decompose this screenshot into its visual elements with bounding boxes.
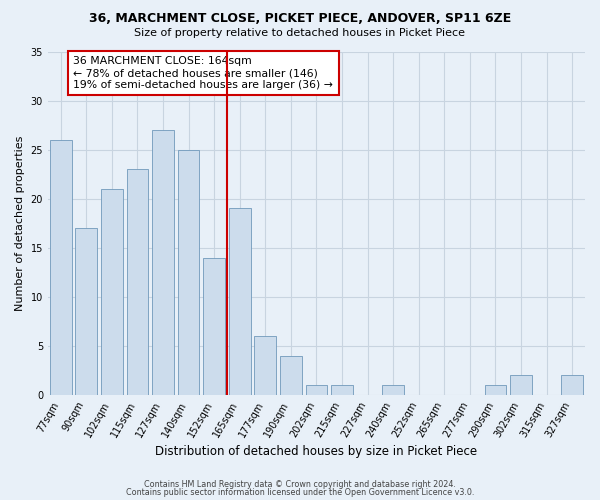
- Bar: [562, 376, 583, 395]
- Bar: [229, 208, 251, 395]
- Bar: [76, 228, 97, 395]
- Bar: [178, 150, 199, 395]
- X-axis label: Distribution of detached houses by size in Picket Piece: Distribution of detached houses by size …: [155, 444, 478, 458]
- Text: Contains public sector information licensed under the Open Government Licence v3: Contains public sector information licen…: [126, 488, 474, 497]
- Bar: [485, 385, 506, 395]
- Bar: [280, 356, 302, 395]
- Bar: [331, 385, 353, 395]
- Bar: [254, 336, 276, 395]
- Bar: [382, 385, 404, 395]
- Text: Contains HM Land Registry data © Crown copyright and database right 2024.: Contains HM Land Registry data © Crown c…: [144, 480, 456, 489]
- Bar: [510, 376, 532, 395]
- Bar: [203, 258, 225, 395]
- Bar: [50, 140, 71, 395]
- Bar: [101, 189, 123, 395]
- Text: 36 MARCHMENT CLOSE: 164sqm
← 78% of detached houses are smaller (146)
19% of sem: 36 MARCHMENT CLOSE: 164sqm ← 78% of deta…: [73, 56, 334, 90]
- Bar: [152, 130, 174, 395]
- Bar: [127, 169, 148, 395]
- Y-axis label: Number of detached properties: Number of detached properties: [15, 136, 25, 311]
- Bar: [305, 385, 328, 395]
- Text: 36, MARCHMENT CLOSE, PICKET PIECE, ANDOVER, SP11 6ZE: 36, MARCHMENT CLOSE, PICKET PIECE, ANDOV…: [89, 12, 511, 26]
- Text: Size of property relative to detached houses in Picket Piece: Size of property relative to detached ho…: [134, 28, 466, 38]
